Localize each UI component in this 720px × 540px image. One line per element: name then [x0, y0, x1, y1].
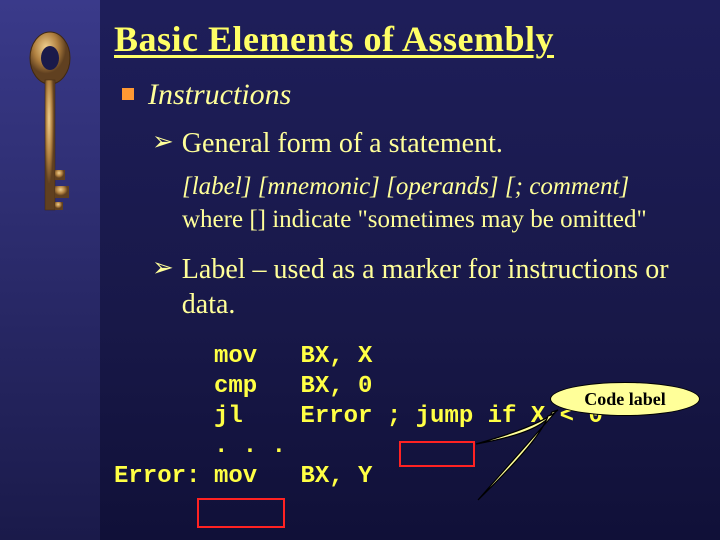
- highlight-box-error-label: [197, 498, 285, 528]
- code-operands: BX, Y: [300, 463, 372, 490]
- arrow-bullet-icon: ➢: [152, 126, 174, 157]
- slide-content: Basic Elements of Assembly Instructions …: [100, 0, 720, 540]
- slide-title: Basic Elements of Assembly: [114, 18, 700, 60]
- code-operands: BX, 0: [300, 373, 372, 400]
- syntax-form-block: [label] [mnemonic] [operands] [; comment…: [182, 171, 700, 236]
- sub-bullet-1: ➢ General form of a statement.: [152, 126, 700, 161]
- sub-bullet-text: Label – used as a marker for instruction…: [182, 252, 700, 322]
- callout-tail-icon: [530, 404, 570, 454]
- syntax-form-line2: where [] indicate "sometimes may be omit…: [182, 204, 700, 237]
- slide: Basic Elements of Assembly Instructions …: [0, 0, 720, 540]
- code-mnemonic: mov: [214, 343, 257, 370]
- sub-bullet-2: ➢ Label – used as a marker for instructi…: [152, 252, 700, 322]
- code-mnemonic: mov: [214, 463, 257, 490]
- arrow-bullet-icon: ➢: [152, 252, 174, 283]
- code-label: Error:: [114, 462, 200, 492]
- square-bullet-icon: [122, 88, 134, 100]
- callout-text: Code label: [584, 389, 666, 410]
- code-operands: BX, X: [300, 343, 372, 370]
- code-operands: Error: [300, 403, 372, 430]
- code-mnemonic: cmp: [214, 373, 257, 400]
- syntax-form-line1: [label] [mnemonic] [operands] [; comment…: [182, 171, 700, 204]
- code-mnemonic: jl: [214, 403, 243, 430]
- code-ellipsis: . . .: [214, 433, 286, 460]
- sub-bullet-text: General form of a statement.: [182, 126, 503, 161]
- bullet-text: Instructions: [148, 78, 291, 112]
- code-example: mov BX, X cmp BX, 0 jl Error ; jump if X…: [214, 342, 700, 492]
- callout-bubble: Code label: [550, 382, 700, 416]
- key-icon: [28, 30, 72, 230]
- bullet-level1: Instructions: [122, 78, 700, 112]
- left-strip: [0, 0, 100, 540]
